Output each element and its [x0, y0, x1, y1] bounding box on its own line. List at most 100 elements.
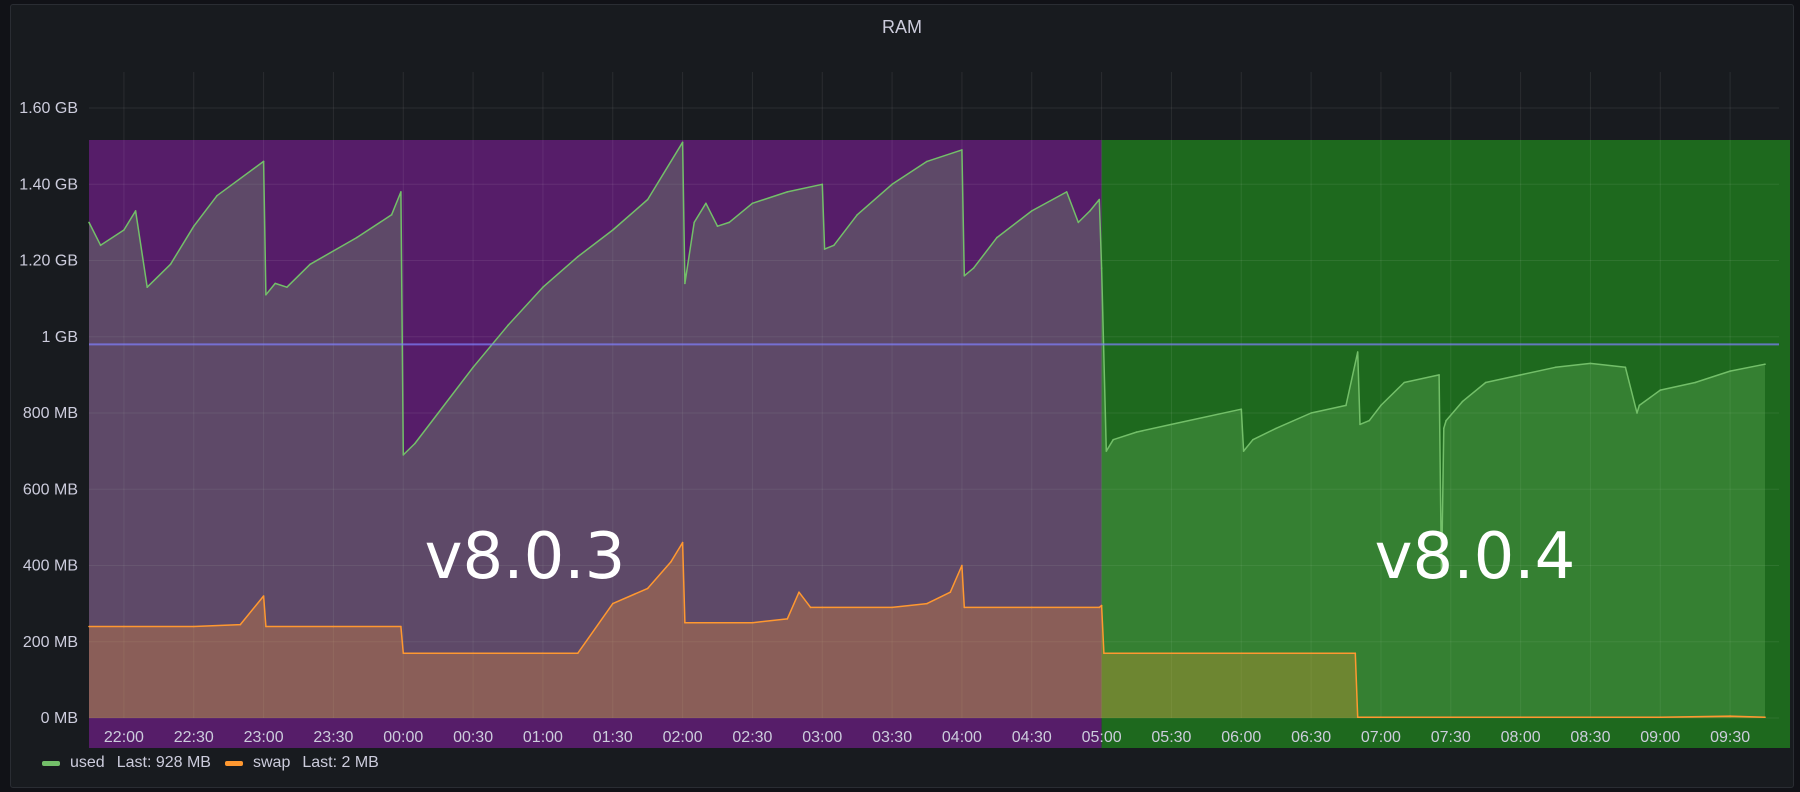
x-tick-label: 05:00	[1082, 729, 1122, 746]
legend: used Last: 928 MB swap Last: 2 MB	[42, 754, 393, 772]
data-point-used	[88, 221, 90, 224]
data-point-used	[1554, 366, 1557, 369]
data-point-swap	[402, 652, 405, 654]
data-point-used	[1100, 267, 1103, 269]
legend-label-used: used	[70, 754, 105, 771]
data-point-swap	[1031, 606, 1033, 609]
data-point-swap	[577, 652, 579, 654]
data-point-used	[542, 286, 544, 289]
x-tick-label: 22:00	[104, 729, 144, 746]
data-point-used	[1380, 404, 1382, 407]
data-point-used	[1031, 210, 1033, 212]
data-point-used	[972, 267, 975, 269]
y-tick-label: 200 MB	[23, 634, 78, 651]
data-point-used	[646, 198, 649, 201]
x-tick-label: 04:00	[942, 729, 982, 746]
data-point-used	[728, 221, 730, 224]
data-point-used	[123, 229, 125, 231]
data-point-used	[705, 202, 707, 205]
data-point-swap	[786, 618, 789, 620]
data-point-used	[823, 248, 826, 250]
x-tick-label: 23:00	[244, 729, 284, 746]
data-point-swap	[1098, 606, 1101, 609]
x-tick-label: 06:30	[1291, 729, 1331, 746]
legend-swatch-swap	[224, 760, 243, 766]
data-point-swap	[646, 587, 649, 590]
x-tick-label: 01:00	[523, 729, 563, 746]
data-point-used	[963, 275, 966, 277]
x-tick-label: 04:30	[1012, 729, 1052, 746]
data-point-used	[1065, 191, 1068, 193]
x-tick-label: 23:30	[313, 729, 353, 746]
data-point-used	[1484, 381, 1487, 384]
y-tick-label: 600 MB	[23, 481, 78, 498]
data-point-swap	[670, 560, 672, 563]
x-tick-label: 09:30	[1710, 729, 1750, 746]
data-point-used	[1729, 370, 1731, 372]
data-point-swap	[1729, 715, 1731, 717]
y-tick-label: 400 MB	[23, 558, 78, 575]
data-point-used	[891, 183, 893, 186]
data-point-swap	[332, 625, 335, 628]
x-tick-label: 01:30	[593, 729, 633, 746]
data-point-used	[1638, 404, 1641, 407]
data-point-used	[1438, 374, 1440, 376]
data-point-swap	[1659, 716, 1662, 718]
data-point-swap	[1519, 716, 1522, 718]
data-point-swap	[809, 606, 812, 609]
data-point-swap	[612, 602, 614, 605]
data-point-used	[1443, 427, 1445, 430]
data-point-used	[437, 412, 440, 414]
data-point-swap	[193, 625, 195, 628]
data-point-used	[1368, 419, 1371, 422]
x-tick-label: 03:30	[872, 729, 912, 746]
data-point-used	[309, 263, 311, 266]
data-point-used	[1242, 450, 1245, 452]
x-tick-label: 05:30	[1151, 729, 1191, 746]
data-point-swap	[1310, 652, 1312, 654]
data-point-used	[216, 194, 218, 197]
data-point-used	[286, 286, 288, 289]
data-point-used	[681, 141, 684, 144]
x-tick-label: 22:30	[174, 729, 214, 746]
data-point-used	[1135, 431, 1138, 433]
series-area-used	[89, 142, 1765, 719]
series-line-used[interactable]	[88, 141, 1766, 578]
data-point-used	[1589, 362, 1592, 365]
y-tick-label: 1.40 GB	[19, 176, 78, 193]
data-point-swap	[963, 606, 966, 609]
data-point-used	[1240, 408, 1243, 411]
data-point-swap	[400, 625, 402, 628]
data-point-used	[1636, 412, 1638, 414]
data-point-used	[265, 294, 267, 296]
data-point-used	[786, 191, 789, 193]
data-point-used	[926, 160, 928, 163]
legend-last-used: Last: 928 MB	[116, 754, 211, 771]
data-point-used	[1345, 404, 1347, 407]
data-point-used	[1310, 412, 1312, 414]
region-label-v8-0-3: v8.0.3	[425, 520, 626, 594]
panel-title[interactable]: RAM	[882, 17, 922, 37]
data-point-used	[355, 236, 358, 239]
data-point-swap	[1380, 716, 1382, 718]
data-point-used	[1624, 366, 1627, 369]
legend-item-swap[interactable]: swap Last: 2 MB	[224, 754, 379, 772]
legend-item-used[interactable]: used Last: 928 MB	[42, 754, 211, 772]
region-v8-0-4	[1101, 140, 1790, 748]
data-point-swap	[1170, 652, 1173, 654]
data-point-used	[1089, 210, 1091, 212]
series-area-swap	[89, 542, 1765, 718]
data-point-used	[1461, 400, 1464, 403]
data-point-used	[693, 221, 695, 224]
data-point-swap	[684, 621, 686, 624]
data-point-used	[833, 244, 835, 247]
x-tick-label: 09:00	[1640, 729, 1680, 746]
data-point-used	[751, 202, 754, 205]
x-tick-label: 00:00	[383, 729, 423, 746]
legend-swatch-used	[42, 760, 60, 766]
y-tick-label: 800 MB	[23, 405, 78, 422]
data-point-used	[146, 286, 148, 289]
data-point-used	[99, 244, 102, 247]
data-point-used	[996, 236, 998, 239]
